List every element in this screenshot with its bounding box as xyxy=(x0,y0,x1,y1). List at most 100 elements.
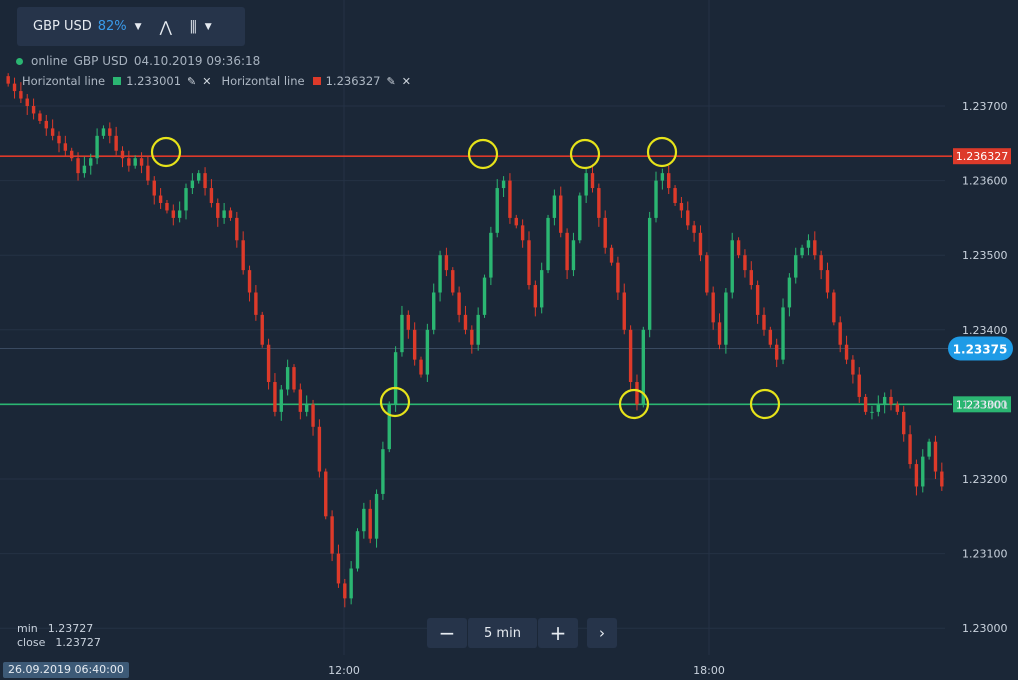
candle-body xyxy=(705,255,709,293)
candle-body xyxy=(247,270,252,293)
candle-body xyxy=(463,314,468,330)
close-icon[interactable]: ✕ xyxy=(401,74,411,88)
candle-body xyxy=(336,553,341,584)
candle-body xyxy=(203,173,207,189)
candle-body xyxy=(698,232,703,256)
candle-body xyxy=(508,180,512,218)
candle-body xyxy=(876,404,881,412)
candle-body xyxy=(260,314,264,345)
candle-body xyxy=(539,270,544,308)
y-tick-label: 1.23400 xyxy=(962,324,1008,337)
candle-body xyxy=(863,396,868,412)
status-text: online xyxy=(31,54,68,68)
candle-body xyxy=(559,195,563,233)
candle-body xyxy=(590,173,595,189)
candle-body xyxy=(432,292,436,330)
candle-body xyxy=(628,329,633,383)
close-icon[interactable]: ✕ xyxy=(202,74,212,88)
legend-label-1: Horizontal line xyxy=(22,74,106,88)
candle-body xyxy=(743,255,747,271)
candle-body xyxy=(603,217,607,248)
candle-body xyxy=(63,143,68,151)
candle-body xyxy=(825,270,830,293)
candle-body xyxy=(584,173,588,196)
candle-body xyxy=(438,255,442,293)
x-tick-label: 12:00 xyxy=(328,664,360,677)
ohlc-info: min 1.23727 close 1.23727 xyxy=(17,622,101,650)
candle-body xyxy=(622,292,626,330)
candle-body xyxy=(692,225,696,233)
candle-body xyxy=(38,113,42,121)
candle-body xyxy=(819,255,823,271)
candle-body xyxy=(235,217,239,241)
candle-body xyxy=(616,262,620,293)
candle-body xyxy=(520,225,525,241)
candle-body xyxy=(838,322,842,345)
scroll-right-button[interactable]: › xyxy=(587,618,617,648)
zoom-out-button[interactable]: − xyxy=(427,618,467,648)
candle-body xyxy=(908,434,912,465)
candlestick-type-icon[interactable]: ⫼ xyxy=(189,17,197,36)
candle-body xyxy=(343,583,347,599)
candle-body xyxy=(139,158,144,166)
horizontal-line-label: 1.233001 xyxy=(956,398,1009,411)
candle-body xyxy=(895,404,900,412)
chart-type-chevron-icon[interactable]: ▼ xyxy=(204,21,212,32)
online-indicator-icon xyxy=(16,57,23,65)
candle-body xyxy=(571,240,576,271)
candle-body xyxy=(146,165,150,181)
touch-marker xyxy=(646,136,678,168)
candle-body xyxy=(222,210,226,218)
candle-body xyxy=(425,329,430,375)
candle-body xyxy=(667,173,671,189)
y-tick-label: 1.23600 xyxy=(962,175,1008,188)
timeframe-button[interactable]: 5 min xyxy=(467,618,538,648)
candle-body xyxy=(50,128,55,136)
candle-body xyxy=(495,188,499,233)
payout-percent: 82% xyxy=(97,19,127,34)
asset-selector[interactable]: GBP USD 82% ▼ ⋀ ⫼ ▼ xyxy=(17,7,245,46)
drawing-tools-icon[interactable]: ⋀ xyxy=(159,17,172,36)
legend-swatch-red xyxy=(312,77,321,85)
candle-body xyxy=(108,128,112,136)
candle-body xyxy=(444,255,449,271)
candle-body xyxy=(711,292,715,323)
close-value: 1.23727 xyxy=(55,636,101,649)
touch-marker xyxy=(379,386,411,418)
candle-body xyxy=(768,329,773,345)
candle-body xyxy=(209,188,214,203)
zoom-in-button[interactable]: + xyxy=(538,618,578,648)
candle-body xyxy=(324,471,328,517)
candle-body xyxy=(813,240,817,256)
candle-body xyxy=(609,247,614,263)
candle-body xyxy=(120,150,125,159)
candle-body xyxy=(654,180,658,218)
pencil-icon[interactable]: ✎ xyxy=(386,74,396,88)
y-tick-label: 1.23700 xyxy=(962,100,1008,113)
connection-status: online GBP USD 04.10.2019 09:36:18 xyxy=(16,54,266,68)
asset-name: GBP USD xyxy=(33,19,92,34)
candle-body xyxy=(381,449,385,494)
candle-body xyxy=(69,150,74,159)
candle-body xyxy=(889,396,893,405)
candle-body xyxy=(89,158,93,166)
y-tick-label: 1.23300 xyxy=(962,398,1008,411)
candle-body xyxy=(755,285,760,315)
candle-body xyxy=(152,180,156,196)
candle-body xyxy=(25,98,29,106)
candle-body xyxy=(749,270,753,286)
candle-body xyxy=(933,441,938,472)
candle-body xyxy=(216,202,220,218)
candle-body xyxy=(362,508,366,532)
candle-body xyxy=(330,516,334,554)
candle-body xyxy=(857,374,861,397)
candle-body xyxy=(870,411,874,413)
touch-marker xyxy=(618,388,650,420)
candle-body xyxy=(457,292,461,315)
candle-body xyxy=(914,464,919,487)
candle-body xyxy=(228,210,233,218)
candle-body xyxy=(44,120,48,129)
chevron-down-icon[interactable]: ▼ xyxy=(134,21,142,32)
pencil-icon[interactable]: ✎ xyxy=(187,74,197,88)
